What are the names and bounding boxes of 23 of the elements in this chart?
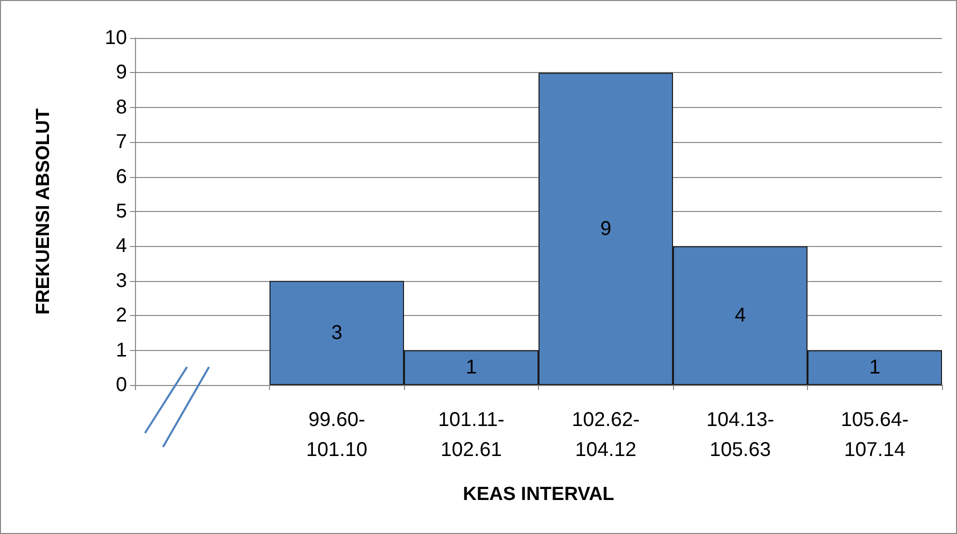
x-axis-title: KEAS INTERVAL [462,484,615,505]
x-tick-label: 102.62-104.12 [572,409,640,461]
data-label: 3 [331,322,342,344]
x-tick-label: 105.64-107.14 [840,409,909,461]
x-tick-label: 101.11-102.61 [438,409,504,461]
y-tick-label: 1 [116,339,127,362]
x-tick-label: 104.13-105.63 [706,409,774,461]
y-tick-label: 4 [116,235,127,258]
y-axis-title: FREKUENSI ABSOLUT [33,108,54,315]
y-tick-label: 9 [116,62,127,84]
y-tick-label: 10 [104,27,127,49]
data-label: 1 [869,356,880,379]
data-label: 4 [734,304,746,327]
y-tick-label: 8 [116,96,127,118]
data-label: 9 [600,218,612,240]
x-tick-label: 99.60-101.10 [306,409,368,461]
y-tick-label: 7 [116,131,127,154]
y-tick-label: 5 [116,200,127,222]
y-tick-label: 6 [116,166,127,188]
y-tick-label: 0 [116,374,127,396]
y-tick-label: 2 [116,304,127,327]
y-tick-label: 3 [116,270,127,292]
data-label: 1 [466,356,477,379]
